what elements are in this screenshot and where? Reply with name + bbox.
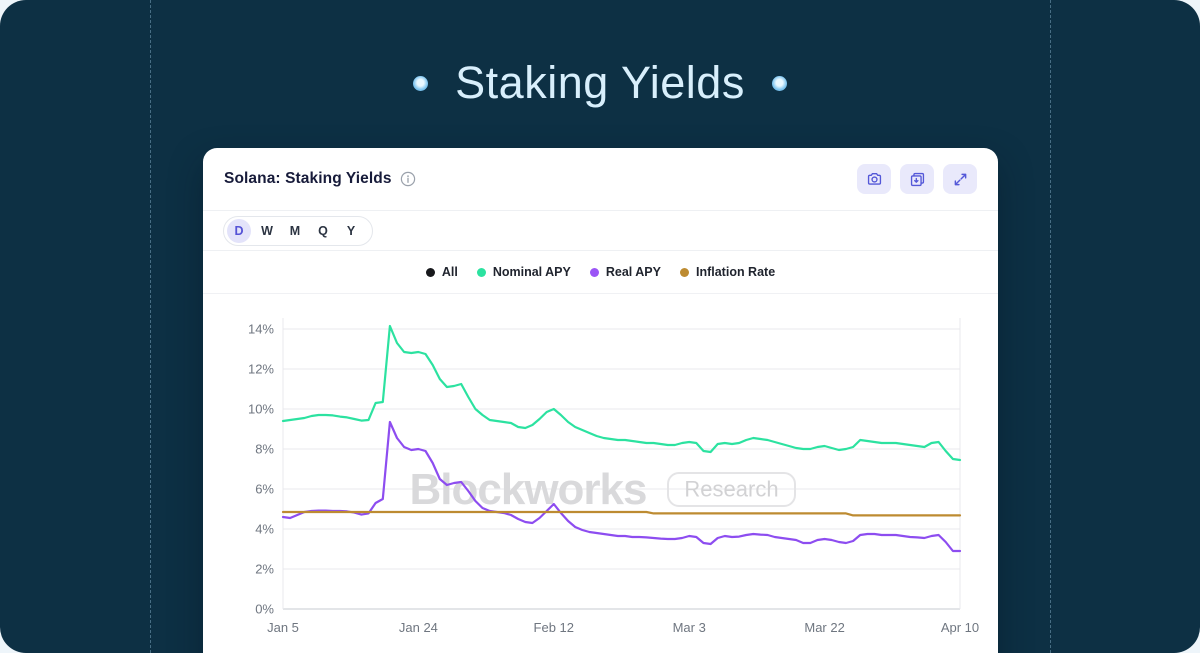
staking-yields-chart[interactable]: 0% 2% 4% 6% 8% 10% 12% 14% Blockworks Research Jan… <box>203 294 998 652</box>
legend-item-real-apy[interactable]: Real APY <box>589 265 661 279</box>
series-line-inflation-rate <box>281 510 962 517</box>
legend-dot-icon <box>476 267 486 277</box>
svg-text:Research: Research <box>684 477 778 502</box>
legend-item-all[interactable]: All <box>425 265 458 279</box>
range-option-q[interactable]: Q <box>318 223 328 238</box>
svg-text:Jan 24: Jan 24 <box>399 620 438 635</box>
dashed-guide-left <box>150 0 151 653</box>
legend-label: Inflation Rate <box>695 265 776 279</box>
camera-icon <box>865 170 884 189</box>
range-option-y[interactable]: Y <box>346 223 356 238</box>
svg-text:8%: 8% <box>255 442 274 457</box>
card-title: Solana: Staking Yields <box>224 170 392 187</box>
legend-label: Real APY <box>605 265 661 279</box>
export-image-icon <box>908 170 927 189</box>
svg-text:Jan 5: Jan 5 <box>267 620 299 635</box>
svg-text:Mar 3: Mar 3 <box>673 620 706 635</box>
svg-text:Blockworks: Blockworks <box>410 465 647 514</box>
svg-text:0%: 0% <box>255 602 274 617</box>
legend-dot-icon <box>679 267 689 277</box>
camera-button[interactable] <box>857 164 891 194</box>
legend-dot-icon <box>425 267 435 277</box>
export-image-button[interactable] <box>900 164 934 194</box>
chart-card: Solana: Staking Yields <box>203 148 998 653</box>
info-icon[interactable] <box>400 171 416 187</box>
series-line-nominal-apy <box>281 324 962 462</box>
legend-label: Nominal APY <box>492 265 571 279</box>
dashed-guide-right <box>1050 0 1051 653</box>
svg-text:12%: 12% <box>248 362 274 377</box>
title-dot-right-icon <box>771 75 787 91</box>
svg-text:Apr 10: Apr 10 <box>941 620 979 635</box>
svg-text:4%: 4% <box>255 522 274 537</box>
legend-item-inflation-rate[interactable]: Inflation Rate <box>679 265 776 279</box>
range-option-w[interactable]: W <box>261 223 273 238</box>
series-line-real-apy <box>281 420 962 553</box>
banner-title: Staking Yields <box>455 57 745 108</box>
chart-area: 0% 2% 4% 6% 8% 10% 12% 14% Blockworks Research Jan… <box>203 294 998 652</box>
title-dot-left-icon <box>413 75 429 91</box>
svg-text:6%: 6% <box>255 482 274 497</box>
range-option-m[interactable]: M <box>289 223 301 238</box>
chart-legend: All Nominal APY Real APY Inflation Rate <box>203 251 998 294</box>
svg-text:10%: 10% <box>248 402 274 417</box>
legend-label: All <box>441 265 458 279</box>
range-option-d[interactable]: D <box>227 218 251 243</box>
card-toolbar <box>857 164 977 194</box>
svg-text:14%: 14% <box>248 322 274 337</box>
expand-button[interactable] <box>943 164 977 194</box>
legend-dot-icon <box>589 267 599 277</box>
legend-item-nominal-apy[interactable]: Nominal APY <box>476 265 571 279</box>
card-header: Solana: Staking Yields <box>203 148 998 211</box>
svg-text:Feb 12: Feb 12 <box>534 620 574 635</box>
svg-text:2%: 2% <box>255 562 274 577</box>
expand-icon <box>951 170 970 189</box>
page-title-banner: Staking Yields <box>0 57 1200 109</box>
svg-text:Mar 22: Mar 22 <box>804 620 844 635</box>
